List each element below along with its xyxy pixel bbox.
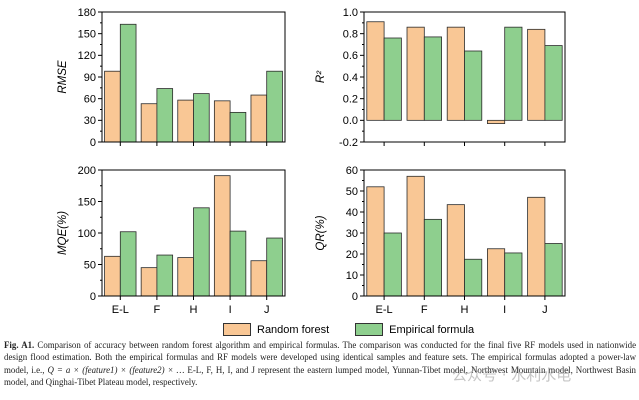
bar-rmse-empirical-h (193, 93, 210, 143)
bar-mqe-empirical-i (229, 230, 247, 297)
y-tick-label-rmse: 90 (84, 72, 96, 84)
y-tick-label-qr: 50 (346, 186, 358, 198)
bar-r2-random-forest-f (406, 26, 425, 121)
bar-qr-empirical-h (464, 258, 483, 297)
bar-r2-empirical-h (464, 50, 483, 121)
y-tick-label-r2: 0.8 (343, 28, 358, 40)
legend-label-random-forest: Random forest (257, 323, 330, 336)
y-tick-label-rmse: 60 (84, 93, 96, 105)
bar-rmse-random-forest-e-l (104, 70, 121, 143)
x-tick-label-qr: H (461, 304, 469, 316)
figure-panels: 0 30 60 90 120 150 180 RMSE -0.2 0.0 0.2 0.4 0.6 0.8 1… (57, 7, 566, 316)
legend-swatch-empirical-formula (355, 323, 384, 336)
x-tick-label-mqe: J (264, 304, 270, 316)
y-tick-label-mqe: 0 (90, 291, 96, 303)
y-tick-label-rmse: 150 (78, 28, 96, 40)
panel-qr: 0 10 20 30 40 50 60 E-L F H I J QR(%) (315, 165, 566, 316)
x-tick-label-qr: I (503, 304, 506, 316)
legend: Random forest Empirical formula (223, 323, 474, 336)
x-tick-label-mqe: E-L (112, 304, 129, 316)
bar-rmse-random-forest-j (250, 94, 268, 143)
bar-mqe-empirical-e-l (119, 231, 137, 297)
y-tick-label-r2: -0.2 (339, 137, 358, 149)
y-tick-label-qr: 30 (346, 228, 358, 240)
bar-qr-empirical-j (544, 243, 563, 297)
bar-qr-random-forest-e-l (366, 186, 385, 297)
bar-r2-random-forest-h (446, 26, 465, 121)
bar-qr-random-forest-f (406, 175, 425, 297)
bar-rmse-empirical-i (229, 111, 247, 143)
y-tick-label-mqe: 150 (78, 196, 96, 208)
y-tick-label-rmse: 0 (90, 137, 96, 149)
x-tick-label-qr: E-L (376, 304, 393, 316)
y-tick-label-r2: 0.0 (343, 115, 358, 127)
bar-mqe-random-forest-i (213, 175, 231, 297)
bar-qr-random-forest-j (527, 196, 546, 297)
x-tick-label-qr: J (542, 304, 548, 316)
y-tick-label-r2: 0.2 (343, 93, 358, 105)
bar-mqe-random-forest-j (250, 260, 268, 297)
y-tick-label-rmse: 30 (84, 115, 96, 127)
bar-qr-random-forest-i (487, 248, 506, 297)
x-tick-label-qr: F (421, 304, 428, 316)
bar-r2-random-forest-e-l (366, 21, 385, 121)
y-axis-label-qr: QR(%) (315, 215, 327, 250)
y-tick-label-mqe: 200 (78, 165, 96, 177)
panel-r2: -0.2 0.0 0.2 0.4 0.6 0.8 1.0 R² (315, 7, 566, 149)
y-tick-label-r2: 0.4 (343, 72, 358, 84)
bar-qr-empirical-f (423, 218, 442, 297)
x-tick-label-mqe: F (154, 304, 161, 316)
bar-r2-empirical-e-l (383, 37, 402, 121)
bar-r2-random-forest-i (487, 119, 506, 124)
legend-label-empirical-formula: Empirical formula (389, 323, 475, 336)
figure-caption: Fig. A1. Comparison of accuracy between … (4, 339, 636, 389)
bar-qr-random-forest-h (446, 204, 465, 297)
bar-mqe-random-forest-e-l (104, 255, 121, 297)
bar-rmse-random-forest-i (213, 100, 231, 143)
bar-r2-empirical-f (423, 36, 442, 121)
y-axis-label-r2: R² (315, 70, 327, 83)
caption-text-2: E-L, F, H, I, and J represent the easter… (4, 364, 636, 388)
caption-formula: Q = a × (feature1) × (feature2) × … (47, 364, 185, 375)
y-tick-label-qr: 20 (346, 249, 358, 261)
legend-swatch-random-forest (223, 323, 251, 336)
panel-rmse: 0 30 60 90 120 150 180 RMSE (57, 7, 286, 149)
bar-mqe-random-forest-h (177, 257, 194, 297)
y-tick-label-mqe: 50 (84, 259, 96, 271)
watermark: 公众号 · 水利水电 (452, 366, 572, 384)
bar-mqe-empirical-f (156, 254, 174, 297)
y-tick-label-mqe: 100 (78, 228, 96, 240)
bar-rmse-random-forest-h (177, 99, 194, 143)
y-tick-label-rmse: 180 (78, 7, 96, 19)
caption-text-1: Comparison of accuracy between random fo… (4, 340, 637, 375)
y-tick-label-r2: 0.6 (343, 50, 358, 62)
bar-mqe-empirical-h (193, 207, 210, 297)
x-tick-label-mqe: I (229, 304, 232, 316)
legend-item-random-forest: Random forest (223, 323, 329, 336)
caption-label: Fig. A1. (4, 340, 35, 350)
y-tick-label-qr: 60 (346, 165, 358, 177)
bar-rmse-random-forest-f (140, 103, 158, 143)
y-axis-label-rmse: RMSE (57, 60, 69, 94)
panel-mqe: 0 50 100 150 200 E-L F H I J MQE(%) (57, 165, 286, 316)
bar-mqe-empirical-j (266, 237, 283, 297)
bar-mqe-random-forest-f (140, 267, 158, 297)
bar-rmse-empirical-e-l (119, 23, 137, 143)
bar-qr-empirical-e-l (383, 232, 402, 297)
y-tick-label-rmse: 120 (78, 50, 96, 62)
legend-item-empirical-formula: Empirical formula (355, 323, 474, 336)
y-tick-label-qr: 0 (352, 291, 358, 303)
y-axis-label-mqe: MQE(%) (57, 211, 69, 255)
y-tick-label-qr: 40 (346, 207, 358, 219)
y-tick-label-qr: 10 (346, 270, 358, 282)
y-tick-label-r2: 1.0 (343, 7, 358, 19)
bar-rmse-empirical-j (266, 70, 283, 143)
bar-r2-empirical-i (504, 26, 523, 121)
bar-qr-empirical-i (504, 252, 523, 297)
bar-r2-empirical-j (544, 45, 563, 121)
x-tick-label-mqe: H (190, 304, 198, 316)
bar-r2-random-forest-j (527, 28, 546, 121)
bar-rmse-empirical-f (156, 88, 174, 143)
